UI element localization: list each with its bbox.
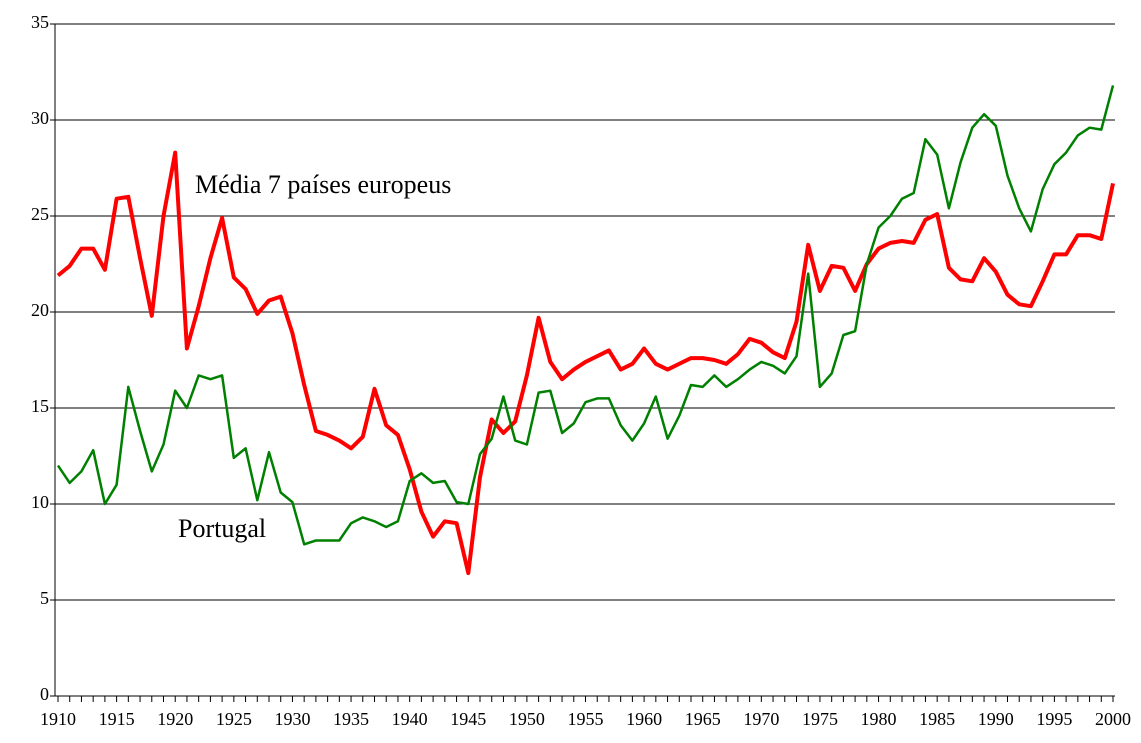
x-tick-label: 1920 [157,709,193,729]
y-tick-label: 20 [31,300,49,320]
x-tick-label: 1990 [978,709,1014,729]
x-tick-label: 1930 [274,709,310,729]
y-tick-label: 25 [31,204,49,224]
x-tick-label: 2000 [1095,709,1131,729]
x-tick-label: 1960 [626,709,662,729]
x-tick-label: 1925 [216,709,252,729]
x-tick-label: 1950 [509,709,545,729]
x-tick-label: 1955 [568,709,604,729]
series-line [56,150,1115,576]
x-tick-label: 1940 [392,709,428,729]
x-tick-label: 1980 [861,709,897,729]
y-tick-label: 35 [31,12,49,32]
y-tick-label: 5 [40,588,49,608]
x-tick-label: 1945 [450,709,486,729]
x-tick-label: 1965 [685,709,721,729]
x-tick-label: 1985 [919,709,955,729]
x-tick-label: 1995 [1036,709,1072,729]
series-label: Média 7 países europeus [195,170,451,199]
y-tick-label: 10 [31,492,49,512]
x-tick-label: 1910 [40,709,76,729]
series-label: Portugal [178,514,266,543]
y-tick-label: 30 [31,108,49,128]
series-line [56,85,1115,546]
y-tick-label: 0 [40,684,49,704]
y-tick-label: 15 [31,396,49,416]
x-tick-label: 1970 [743,709,779,729]
x-tick-label: 1935 [333,709,369,729]
x-tick-label: 1975 [802,709,838,729]
x-tick-label: 1915 [99,709,135,729]
